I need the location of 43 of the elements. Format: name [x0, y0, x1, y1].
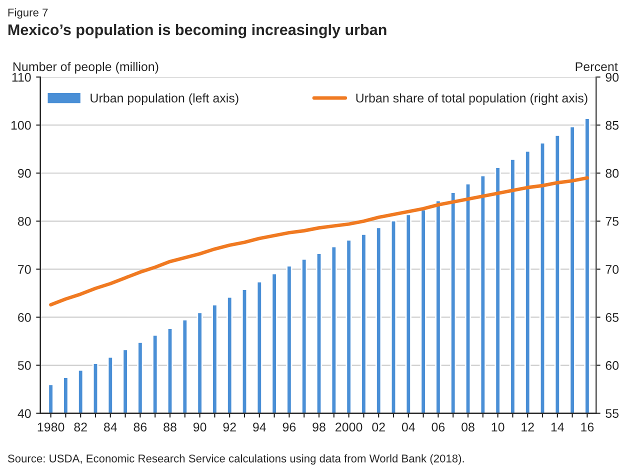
y-tick-label: 60 — [18, 313, 31, 322]
y2-tick-label: 85 — [606, 120, 619, 130]
legend-label: Urban population (left axis) — [90, 93, 238, 105]
y-axis-title: Number of people (million) — [13, 62, 158, 74]
x-tick-label: 04 — [402, 422, 415, 432]
x-tick-label: 2000 — [336, 422, 362, 432]
x-tick-label: 16 — [581, 422, 594, 432]
x-tick-label: 02 — [372, 422, 385, 432]
y-tick-label: 110 — [12, 72, 31, 82]
y2-tick-label: 65 — [606, 313, 619, 322]
y2-tick-label: 80 — [606, 168, 619, 178]
y-tick-label: 50 — [18, 361, 31, 370]
x-tick-label: 88 — [164, 422, 176, 432]
chart-subtitle: Figure 7 — [8, 8, 48, 19]
x-tick-label: 10 — [492, 422, 504, 432]
source-note: Source: USDA, Economic Research Service calculations using data from World Bank (2018). — [8, 454, 464, 465]
line-series — [49, 176, 589, 306]
y-tick-label: 100 — [11, 120, 31, 130]
y2-axis-title: Percent — [576, 62, 618, 72]
x-tick-label: 1980 — [38, 422, 64, 432]
y2-tick-label: 75 — [606, 217, 619, 226]
y-tick-label: 70 — [18, 264, 31, 274]
x-tick-label: 12 — [522, 422, 534, 432]
x-tick-label: 14 — [551, 422, 564, 432]
x-tick-label: 90 — [193, 422, 206, 432]
x-tick-label: 98 — [312, 422, 326, 432]
x-tick-label: 84 — [104, 422, 117, 432]
x-tick-label: 82 — [74, 422, 87, 432]
y-tick-label: 40 — [18, 409, 31, 418]
y2-tick-label: 70 — [606, 264, 619, 274]
x-tick-label: 94 — [253, 422, 266, 432]
x-tick-label: 92 — [223, 422, 236, 432]
chart-title: Mexico’s population is becoming increasingly urban — [8, 24, 386, 38]
x-tick-label: 06 — [432, 422, 445, 432]
y-tick-label: 90 — [18, 168, 31, 178]
y2-tick-label: 55 — [606, 409, 619, 418]
y2-tick-label: 90 — [606, 72, 619, 82]
x-tick-label: 08 — [462, 422, 474, 432]
y2-tick-label: 60 — [606, 361, 619, 370]
x-tick-label: 86 — [134, 422, 147, 432]
legend-label: Urban share of total population (right axis) — [356, 93, 588, 105]
y-tick-label: 80 — [18, 216, 31, 226]
x-tick-label: 96 — [282, 422, 296, 432]
